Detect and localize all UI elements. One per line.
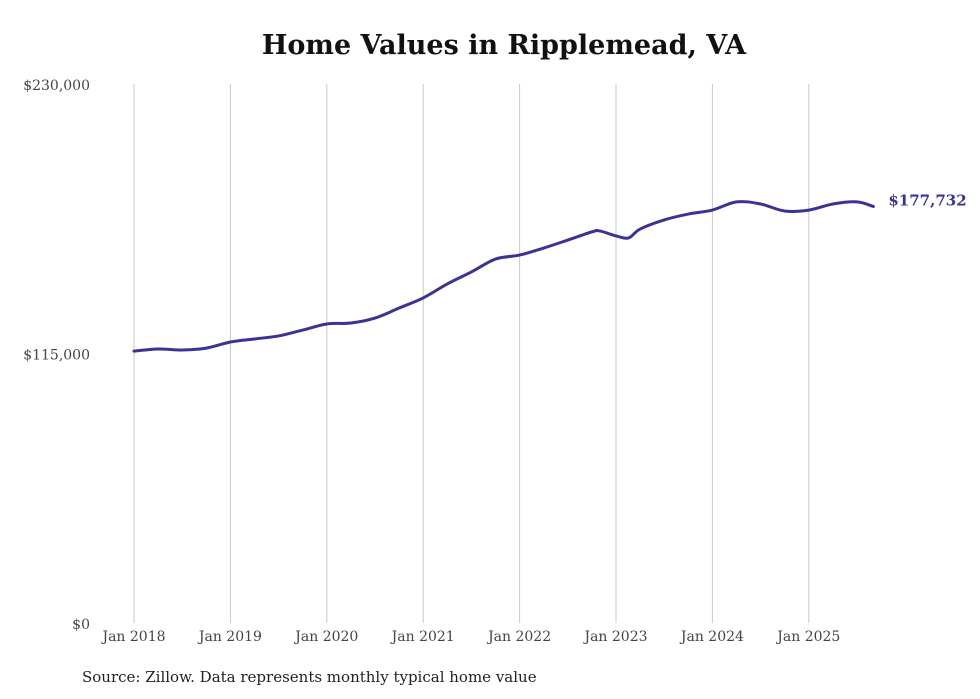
x-tick-label: Jan 2020: [293, 629, 358, 645]
end-value-label: $177,732: [888, 191, 966, 209]
x-tick-label: Jan 2023: [582, 629, 647, 645]
y-tick-label: $115,000: [23, 348, 90, 364]
x-tick-label: Jan 2022: [486, 629, 551, 645]
chart-title: Home Values in Ripplemead, VA: [261, 30, 747, 61]
x-tick-label: Jan 2024: [679, 629, 744, 645]
y-tick-label: $0: [72, 617, 90, 633]
x-tick-label: Jan 2019: [197, 629, 262, 645]
x-tick-label: Jan 2021: [390, 629, 455, 645]
series-line: [132, 200, 875, 353]
source-note: Source: Zillow. Data represents monthly …: [82, 668, 537, 686]
x-tick-label: Jan 2018: [100, 629, 165, 645]
y-tick-label: $230,000: [23, 78, 90, 94]
x-tick-label: Jan 2025: [775, 629, 840, 645]
